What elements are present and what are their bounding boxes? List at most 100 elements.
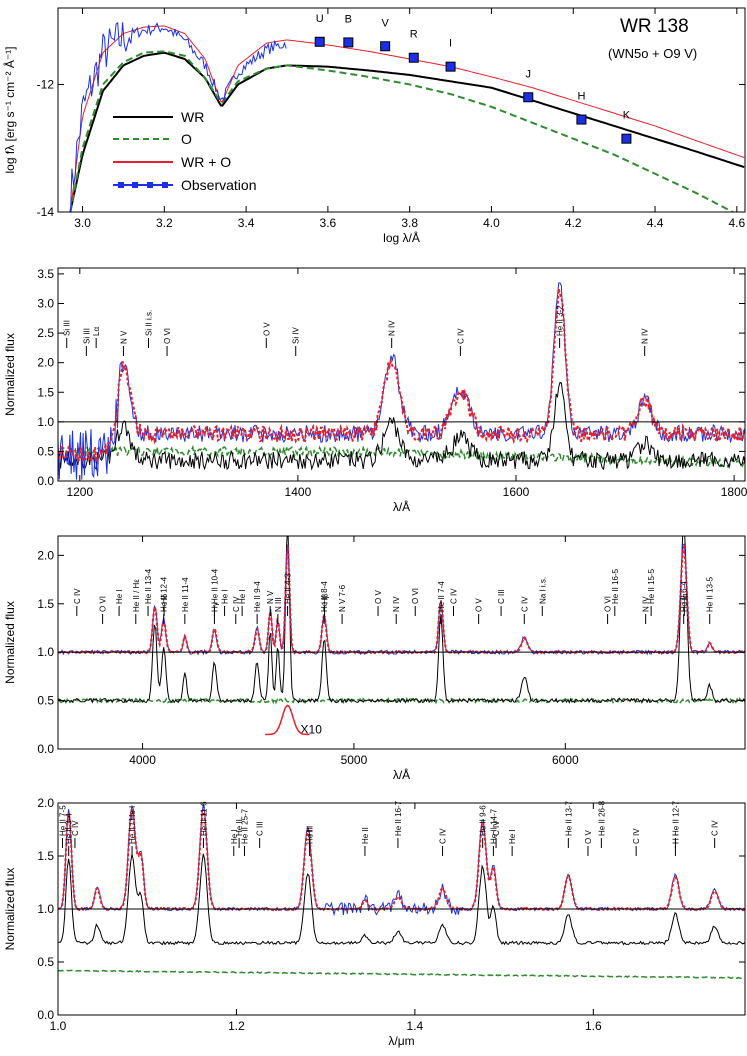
x-tick-label: 6000 [552,753,579,767]
y-tick-label: 0.5 [37,694,54,708]
photometry-point [314,36,325,47]
spectrum-curves [58,536,745,705]
line-id-label: Hδ [160,593,169,604]
optical-spectrum-panel: C IV O VI He I He II / Hε He II 13-4 He II 12… [3,535,746,782]
x-tick-label: 4.0 [483,216,500,230]
legend-label: WR + O [181,154,231,170]
y-tick-label: 1.0 [37,415,54,429]
line-id-label: O VI [99,596,108,612]
line-id-label: He II 15-5 [647,568,656,604]
x-tick-label: 1600 [503,485,530,499]
y-tick-label: 3.0 [37,297,54,311]
line-id-label: C IV [73,588,82,604]
line-id-label: Lα [92,327,101,336]
line-id-label: He II 11-4 [181,577,190,612]
y-axis-label: Normalized flux [3,333,17,416]
x-tick-label: 4.4 [647,216,664,230]
line-id-label: C IV [439,828,448,844]
wr-model-line [58,853,745,946]
line-id-label: Hβ [321,593,330,604]
x10-annotation: X10 [301,723,323,737]
line-id-label: He II 3-2 [556,305,565,336]
x-tick-label: 4.2 [565,216,582,230]
y-tick-label: 1.5 [37,597,54,611]
line-id-label: Si III [82,328,91,344]
line-id-label: O V [374,590,383,604]
sed-o-line [69,50,736,212]
line-id-label: He II / He I [128,806,137,844]
line-id-label: N IV [642,596,651,612]
line-id-label: He II 3-4 [65,813,74,844]
photometry-band-label: K [623,110,631,122]
line-id-label: O VI [163,328,172,344]
x-tick-label: 3.6 [320,216,337,230]
y-tick-label: 0.5 [37,444,54,458]
x-tick-label: 4.6 [728,216,745,230]
line-id-label: O VI [411,588,420,604]
x-tick-label: 1.2 [228,1019,245,1033]
legend-marker [118,182,124,188]
line-id-label: O V [584,830,593,844]
x-tick-label: 1400 [285,485,312,499]
line-id-label: He II 14-7 [489,808,498,844]
photometry-point [621,133,632,144]
line-id-label: Si III [63,320,72,336]
y-tick-label: 0.0 [37,742,54,756]
line-id-label: He II 26-8 [597,800,606,836]
sed-wr-line [69,51,745,212]
line-id-label: N V [119,330,128,344]
y-tick-label: 2.5 [37,326,54,340]
line-id-label: N V [266,590,275,604]
y-tick-label: -12 [37,78,55,92]
y-tick-label: 2.0 [37,796,54,810]
line-id-label: N IV [388,320,397,336]
x-tick-label: 3.8 [401,216,418,230]
line-id-label: C IV [492,820,501,836]
wr-model-line [58,381,745,471]
line-id-label: Si II i.s. [145,310,154,336]
infrared-spectrum-panel: He II 7-5He II 3-4C IV He II / He I He II … [3,796,746,1048]
x10-inset-line [265,704,310,736]
x-tick-label: 3.2 [156,216,173,230]
line-id-label: He II 11-6 [199,801,208,836]
line-id-label: C IV [456,328,465,344]
x-axis-label: log λ/Å [383,230,420,245]
line-id-label: H I [306,826,315,836]
line-id-label: He II 13-5 [706,576,715,612]
line-id-label: He II 8-4 [320,581,329,612]
x-axis-label: λ/μm [388,1034,414,1048]
spectrum-curves [58,282,745,480]
line-id-label: He II 10-4 [210,568,219,604]
line-id-label: O VI [604,596,613,612]
x-tick-label: 4000 [129,753,156,767]
figure-subtitle: (WN5o + O9 V) [608,46,697,61]
photometry-band-label: R [410,29,418,41]
line-id-label: He II 12-7 [671,800,680,836]
photometry-band-label: U [316,13,324,25]
line-id-label: He II / Hε [132,579,141,612]
line-id-label: C III [256,821,265,836]
line-id-label: Na I i.s. [538,577,547,604]
line-id-label: N IV [392,596,401,612]
plot-frame [57,267,746,482]
line-id-label: C IV [450,588,459,604]
photometry-band-label: B [345,13,352,25]
x-tick-label: 1800 [721,485,747,499]
y-tick-label: 3.5 [37,267,54,281]
x-axis-label: λ/Å [393,767,410,782]
sed-observation-line [70,21,287,212]
o-star-model-line [58,444,745,468]
line-id-label: Hα [680,593,689,604]
x-tick-label: 5000 [341,753,368,767]
photometry-point [343,37,354,48]
x-tick-label: 3.0 [74,216,91,230]
wr-model-line [58,536,745,704]
legend-marker [147,182,153,188]
line-id-label: O V [262,322,271,336]
line-id-label: N III [274,597,283,612]
y-tick-label: 2.0 [37,548,54,562]
y-axis-label: log fλ [erg s⁻¹ cm⁻² Å⁻¹] [2,46,17,173]
line-id-label: He II [361,827,370,844]
line-id-label: He II 9-6 [479,805,488,836]
legend-marker [132,182,138,188]
